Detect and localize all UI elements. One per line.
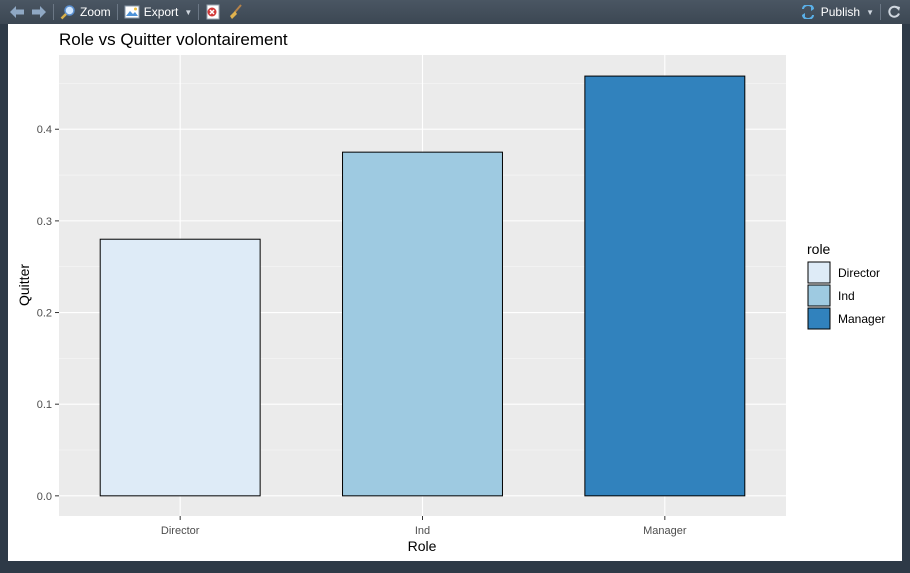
toolbar-divider (880, 4, 881, 20)
plot-viewer: Role vs Quitter volontairement 0.0 0.1 0.2… (8, 24, 902, 561)
toolbar-divider (198, 4, 200, 20)
chevron-down-icon: ▼ (866, 7, 874, 17)
back-button[interactable] (6, 2, 28, 22)
chevron-down-icon: ▼ (184, 7, 193, 17)
bar-ind (342, 151, 503, 497)
x-axis-label: Role (408, 538, 437, 554)
y-tick-label: 0.1 (37, 399, 52, 411)
arrow-left-icon (10, 6, 24, 18)
y-tick-label: 0.0 (37, 491, 52, 503)
y-tick-label: 0.4 (37, 124, 52, 136)
refresh-icon (888, 5, 900, 18)
x-tick-label: Ind (415, 525, 430, 537)
y-axis: 0.0 0.1 0.2 0.3 0.4 (37, 124, 59, 503)
legend-label: Director (838, 266, 880, 280)
refresh-button[interactable] (884, 2, 904, 22)
y-axis-label: Quitter (16, 264, 32, 306)
legend-key (807, 284, 831, 307)
chart-title: Role vs Quitter volontairement (59, 30, 288, 49)
legend-title: role (807, 241, 831, 257)
legend-key (807, 307, 831, 330)
toolbar-divider (53, 4, 54, 20)
x-tick-label: Director (161, 525, 200, 537)
bar-director (99, 238, 261, 497)
forward-button[interactable] (28, 2, 50, 22)
legend-label: Manager (838, 312, 885, 326)
remove-plot-button[interactable] (202, 2, 224, 22)
x-tick-label: Manager (643, 525, 687, 537)
bar-group (99, 75, 746, 497)
bar-chart: Role vs Quitter volontairement 0.0 0.1 0.2… (16, 30, 885, 554)
bar-manager (584, 75, 746, 497)
export-menu-button[interactable]: Export ▼ (121, 2, 196, 22)
zoom-label: Zoom (80, 5, 111, 19)
publish-label: Publish (820, 5, 861, 19)
publish-menu-button[interactable]: Publish ▼ (796, 2, 877, 22)
legend-label: Ind (838, 289, 855, 303)
export-label: Export (143, 5, 179, 19)
zoom-button[interactable]: Zoom (57, 2, 114, 22)
arrow-right-icon (32, 6, 46, 18)
legend: role Director Ind Manager (807, 241, 885, 330)
y-tick-label: 0.2 (37, 308, 52, 320)
clear-all-plots-button[interactable] (224, 2, 246, 22)
remove-plot-icon (206, 4, 220, 20)
broom-icon (230, 4, 243, 19)
magnifier-icon (60, 5, 75, 20)
legend-key (807, 261, 831, 284)
toolbar-divider (116, 4, 118, 20)
image-export-icon (124, 5, 140, 19)
plot-toolbar: Zoom Export ▼ Publish ▼ (0, 0, 910, 24)
y-tick-label: 0.3 (37, 216, 52, 228)
x-axis: Director Ind Manager (161, 516, 687, 537)
publish-icon (801, 5, 814, 19)
